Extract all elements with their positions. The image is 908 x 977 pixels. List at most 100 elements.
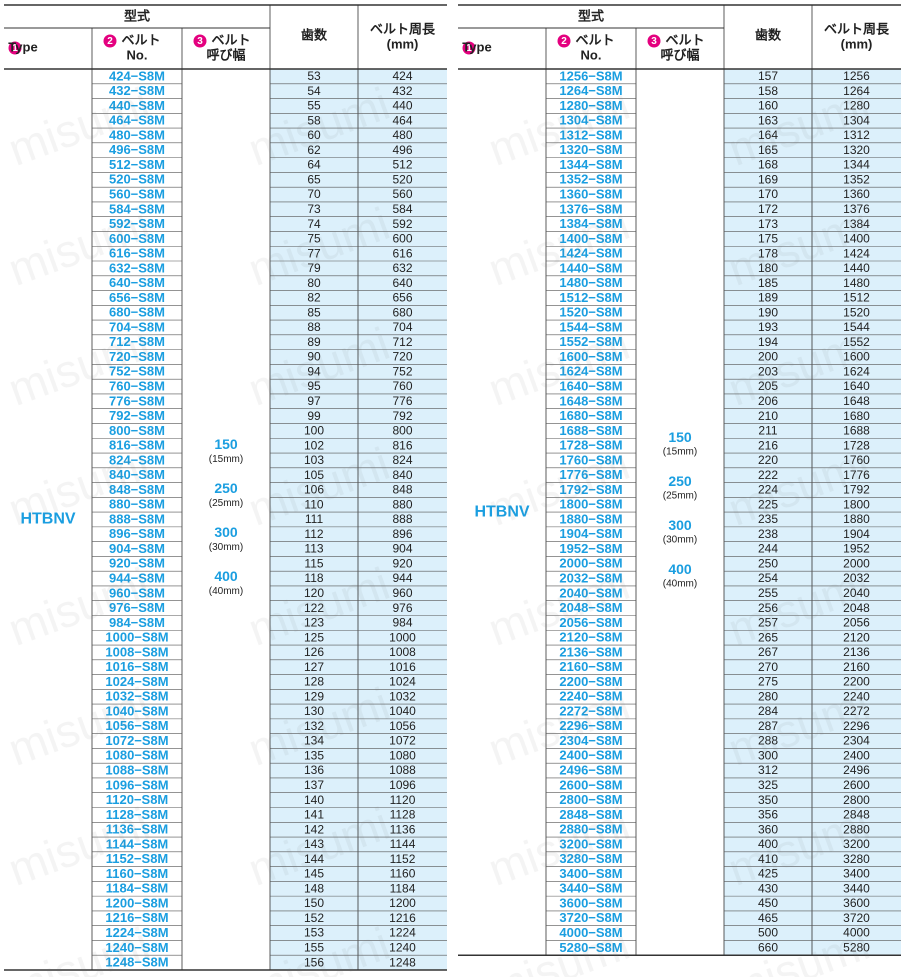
- teeth: 73: [307, 202, 321, 216]
- length: 1320: [843, 143, 870, 157]
- teeth: 150: [304, 896, 324, 910]
- length: 2400: [843, 748, 870, 762]
- group-header: 型式: [578, 8, 604, 23]
- teeth: 130: [304, 704, 324, 718]
- part-number: 2600−S8M: [559, 777, 622, 792]
- length: 1024: [389, 675, 416, 689]
- length: 2120: [843, 630, 870, 644]
- teeth: 160: [758, 99, 778, 113]
- part-number: 5280−S8M: [559, 940, 622, 955]
- teeth: 99: [307, 409, 321, 423]
- teeth: 129: [304, 689, 324, 703]
- length: 824: [392, 453, 412, 467]
- teeth: 244: [758, 542, 778, 556]
- part-number: 2848−S8M: [559, 807, 622, 822]
- length: 1792: [843, 483, 870, 497]
- part-number: 1216−S8M: [105, 910, 168, 925]
- part-number: 656−S8M: [109, 290, 165, 305]
- length-header: ベルト周長: [370, 21, 436, 36]
- part-number: 880−S8M: [109, 497, 165, 512]
- length: 2800: [843, 793, 870, 807]
- part-number: 1880−S8M: [559, 511, 622, 526]
- teeth: 222: [758, 468, 778, 482]
- length: 3440: [843, 881, 870, 895]
- teeth: 410: [758, 852, 778, 866]
- length: 2848: [843, 808, 870, 822]
- length: 1248: [389, 955, 416, 969]
- length: 800: [392, 424, 412, 438]
- width-value: 400: [214, 568, 238, 584]
- length: 1600: [843, 350, 870, 364]
- teeth: 123: [304, 616, 324, 630]
- part-number: 776−S8M: [109, 393, 165, 408]
- length: 1184: [390, 881, 416, 895]
- part-number: 584−S8M: [109, 201, 165, 216]
- num-bg: [270, 69, 447, 970]
- length: 1624: [843, 364, 870, 378]
- length: 4000: [843, 926, 870, 940]
- teeth: 145: [304, 867, 324, 881]
- part-number: 560−S8M: [109, 186, 165, 201]
- length-header: ベルト周長: [824, 21, 890, 36]
- width-mm: (15mm): [209, 454, 243, 465]
- teeth: 95: [307, 379, 321, 393]
- length: 1544: [843, 320, 870, 334]
- teeth: 250: [758, 556, 778, 570]
- part-number: 1032−S8M: [105, 689, 168, 704]
- teeth: 254: [758, 571, 778, 585]
- part-number: 888−S8M: [109, 511, 165, 526]
- type-value: HTBNV: [20, 511, 75, 528]
- teeth: 65: [307, 172, 321, 186]
- width-value: 150: [214, 436, 238, 452]
- width-sub: 呼び幅: [660, 47, 699, 62]
- length: 2272: [843, 704, 870, 718]
- length: 1344: [843, 158, 870, 172]
- teeth: 163: [758, 113, 778, 127]
- part-number: 640−S8M: [109, 275, 165, 290]
- teeth: 90: [307, 350, 321, 364]
- teeth: 190: [758, 305, 778, 319]
- width-value: 250: [668, 473, 692, 489]
- teeth: 97: [307, 394, 321, 408]
- part-number: 2040−S8M: [559, 585, 622, 600]
- part-number: 520−S8M: [109, 172, 165, 187]
- part-number: 848−S8M: [109, 482, 165, 497]
- part-number: 976−S8M: [109, 600, 165, 615]
- teeth: 280: [758, 689, 778, 703]
- length: 1952: [843, 542, 870, 556]
- part-number: 4000−S8M: [559, 925, 622, 940]
- length: 1096: [389, 778, 416, 792]
- teeth: 79: [307, 261, 321, 275]
- length: 1224: [389, 926, 416, 940]
- teeth-header: 歯数: [301, 27, 328, 42]
- belt-sub: No.: [581, 47, 602, 62]
- length: 776: [392, 394, 412, 408]
- teeth: 100: [304, 424, 324, 438]
- length: 1880: [843, 512, 870, 526]
- part-number: 920−S8M: [109, 556, 165, 571]
- teeth: 94: [307, 364, 321, 378]
- part-number: 680−S8M: [109, 305, 165, 320]
- part-number: 896−S8M: [109, 526, 165, 541]
- teeth: 267: [758, 645, 778, 659]
- part-number: 1376−S8M: [559, 201, 622, 216]
- teeth: 88: [307, 320, 321, 334]
- part-number: 1512−S8M: [559, 290, 622, 305]
- width-mm: (25mm): [663, 491, 697, 502]
- part-number: 1224−S8M: [105, 925, 168, 940]
- teeth: 85: [307, 305, 321, 319]
- badge-num: 1: [466, 43, 472, 54]
- part-number: 3200−S8M: [559, 836, 622, 851]
- part-number: 464−S8M: [109, 113, 165, 128]
- length: 1088: [389, 763, 416, 777]
- part-number: 2400−S8M: [559, 748, 622, 763]
- teeth: 206: [758, 394, 778, 408]
- teeth: 425: [758, 867, 778, 881]
- teeth: 64: [307, 158, 321, 172]
- part-number: 616−S8M: [109, 246, 165, 261]
- length: 2496: [843, 763, 870, 777]
- teeth: 148: [304, 881, 324, 895]
- teeth: 270: [758, 660, 778, 674]
- length: 840: [392, 468, 412, 482]
- part-number: 1640−S8M: [559, 378, 622, 393]
